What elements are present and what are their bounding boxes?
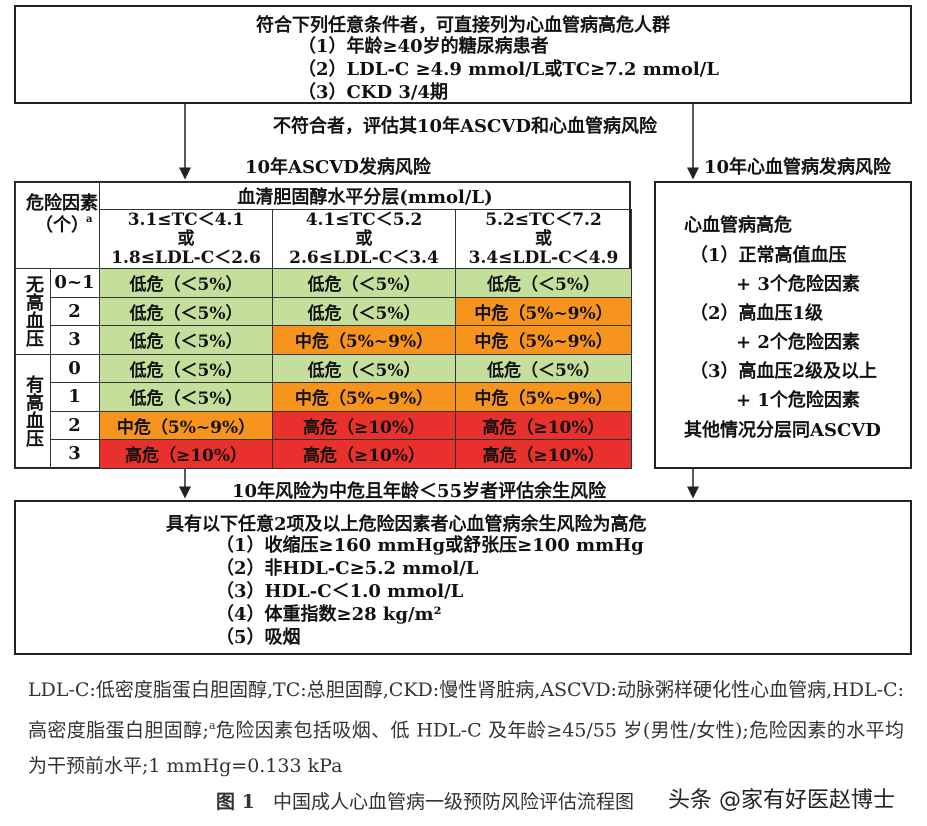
risk-factor-count: 3 bbox=[50, 325, 100, 355]
column-header-line: 4.1≤TC＜5.2 bbox=[305, 209, 423, 230]
corner-cell bbox=[15, 182, 100, 269]
risk-cell: 高危（≥10%） bbox=[455, 439, 632, 469]
group-label: 有高血压 bbox=[15, 353, 51, 469]
risk-cell: 低危（＜5%） bbox=[455, 353, 632, 383]
risk-factor-count: 0 bbox=[50, 353, 100, 383]
column-header: 5.2≤TC＜7.2 或 3.4≤LDL-C＜4.9 bbox=[455, 209, 632, 269]
caption-sup: a bbox=[208, 719, 216, 732]
header-cell: 血清胆固醇水平分层(mmol/L) bbox=[99, 182, 631, 210]
top-item: （1）年龄≥40岁的糖尿病患者 bbox=[298, 36, 549, 57]
group-label: 无高血压 bbox=[15, 268, 51, 355]
right-item: + 3个危险因素 bbox=[736, 274, 860, 295]
bottom-item: （4）体重指数≥28 kg/m² bbox=[216, 604, 442, 625]
bottom-items: （1）收缩压≥160 mmHg或舒张压≥100 mmHg （2）非HDL-C≥5… bbox=[216, 534, 644, 649]
top-item: （2）LDL-C ≥4.9 mmol/L或TC≥7.2 mmol/L bbox=[298, 59, 719, 80]
risk-cell: 高危（≥10%） bbox=[272, 410, 456, 440]
column-header: 4.1≤TC＜5.2 或 2.6≤LDL-C＜3.4 bbox=[272, 209, 456, 269]
corner-unit: （个） bbox=[35, 215, 89, 236]
risk-factor-count: 2 bbox=[50, 410, 100, 440]
risk-cell: 中危（5%~9%） bbox=[99, 410, 273, 440]
risk-cell: 低危（＜5%） bbox=[272, 353, 456, 383]
risk-factor-count: 1 bbox=[50, 382, 100, 412]
column-header-line: 3.1≤TC＜4.1 bbox=[127, 209, 245, 230]
risk-cell: 中危（5%~9%） bbox=[455, 382, 632, 412]
risk-factor-count: 3 bbox=[50, 439, 100, 469]
left-label: 10年ASCVD发病风险 bbox=[245, 157, 431, 178]
risk-cell: 中危（5%~9%） bbox=[272, 382, 456, 412]
corner-header: 危险因素 a （个） bbox=[26, 193, 98, 237]
risk-table: 危险因素 a （个） 血清胆固醇水平分层(mmol/L) 3.1≤TC＜4.1 或 1… bbox=[14, 181, 632, 469]
risk-cell: 低危（＜5%） bbox=[455, 268, 632, 298]
column-header-line: 1.8≤LDL-C＜2.6 bbox=[111, 247, 261, 268]
risk-cell: 低危（＜5%） bbox=[99, 268, 273, 298]
watermark: 头条 @家有好医赵博士 bbox=[668, 788, 895, 813]
right-item: （2）高血压1级 bbox=[690, 303, 824, 324]
bottom-item: （3）HDL-C＜1.0 mmol/L bbox=[216, 581, 464, 602]
right-item: + 1个危险因素 bbox=[736, 390, 860, 411]
risk-factor-count: 0~1 bbox=[50, 268, 100, 298]
figure-caption: 图 1 中国成人心血管病一级预防风险评估流程图 bbox=[216, 787, 634, 814]
column-header-line: 或 bbox=[535, 228, 552, 249]
right-label: 10年心血管病发病风险 bbox=[704, 157, 892, 178]
bottom-box: 具有以下任意2项及以上危险因素者心血管病余生风险为高危 （1）收缩压≥160 m… bbox=[14, 500, 912, 655]
figure-title: 中国成人心血管病一级预防风险评估流程图 bbox=[272, 791, 634, 813]
caption-text: 危险因素包括吸烟、低 HDL-C 及年龄≥45/55 岁(男性/女性);危险因素… bbox=[28, 719, 904, 778]
column-header-line: 或 bbox=[177, 228, 195, 249]
risk-cell: 高危（≥10%） bbox=[455, 410, 632, 440]
bottom-note: 10年风险为中危且年龄＜55岁者评估余生风险 bbox=[232, 481, 607, 502]
bottom-item: （2）非HDL-C≥5.2 mmol/L bbox=[216, 558, 479, 579]
caption-text: LDL-C:低密度脂蛋白胆固醇,TC:总胆固醇,CKD:慢性肾脏病,ASCVD:… bbox=[28, 679, 904, 742]
risk-cell: 低危（＜5%） bbox=[99, 353, 273, 383]
risk-cell: 高危（≥10%） bbox=[99, 439, 273, 469]
right-title: 心血管病高危 bbox=[684, 215, 792, 236]
top-title: 符合下列任意条件者，可直接列为心血管病高危人群 bbox=[256, 15, 670, 36]
column-header-line: 5.2≤TC＜7.2 bbox=[485, 209, 602, 230]
bottom-title: 具有以下任意2项及以上危险因素者心血管病余生风险为高危 bbox=[166, 514, 647, 535]
risk-cell: 低危（＜5%） bbox=[99, 382, 273, 412]
risk-cell: 中危（5%~9%） bbox=[455, 325, 632, 355]
column-header-line: 或 bbox=[355, 228, 373, 249]
top-box: 符合下列任意条件者，可直接列为心血管病高危人群 （1）年龄≥40岁的糖尿病患者 … bbox=[14, 5, 912, 104]
risk-cell: 低危（＜5%） bbox=[99, 296, 273, 326]
corner-label: 危险因素 bbox=[26, 193, 98, 214]
risk-cell: 中危（5%~9%） bbox=[455, 296, 632, 326]
bottom-item: （5）吸烟 bbox=[216, 627, 301, 648]
middle-text: 不符合者，评估其10年ASCVD和心血管病风险 bbox=[273, 116, 657, 137]
corner-sup: a bbox=[86, 214, 93, 225]
column-header: 3.1≤TC＜4.1 或 1.8≤LDL-C＜2.6 bbox=[99, 209, 273, 269]
risk-cell: 低危（＜5%） bbox=[272, 296, 456, 326]
risk-cell: 高危（≥10%） bbox=[272, 439, 456, 469]
bottom-item: （1）收缩压≥160 mmHg或舒张压≥100 mmHg bbox=[216, 535, 644, 556]
arrow-lines bbox=[179, 104, 699, 499]
right-items: （1）正常高值血压 + 3个危险因素 （2）高血压1级 + 2个危险因素 （3）… bbox=[690, 241, 877, 415]
caption: LDL-C:低密度脂蛋白胆固醇,TC:总胆固醇,CKD:慢性肾脏病,ASCVD:… bbox=[28, 672, 904, 784]
right-item: （1）正常高值血压 bbox=[690, 245, 847, 266]
risk-cell: 中危（5%~9%） bbox=[272, 325, 456, 355]
risk-cell: 低危（＜5%） bbox=[272, 268, 456, 298]
top-item: （3）CKD 3/4期 bbox=[298, 82, 448, 103]
column-header-line: 2.6≤LDL-C＜3.4 bbox=[289, 247, 439, 268]
risk-cell: 低危（＜5%） bbox=[99, 325, 273, 355]
right-item: + 2个危险因素 bbox=[736, 332, 860, 353]
figure-label: 图 1 bbox=[216, 791, 255, 813]
top-items: （1）年龄≥40岁的糖尿病患者 （2）LDL-C ≥4.9 mmol/L或TC≥… bbox=[298, 35, 719, 104]
right-item: （3）高血压2级及以上 bbox=[690, 361, 878, 382]
right-box: 心血管病高危 （1）正常高值血压 + 3个危险因素 （2）高血压1级 + 2个危… bbox=[654, 181, 912, 469]
risk-factor-count: 2 bbox=[50, 296, 100, 326]
column-header-line: 3.4≤LDL-C＜4.9 bbox=[468, 247, 619, 268]
right-footer: 其他情况分层同ASCVD bbox=[684, 420, 881, 441]
